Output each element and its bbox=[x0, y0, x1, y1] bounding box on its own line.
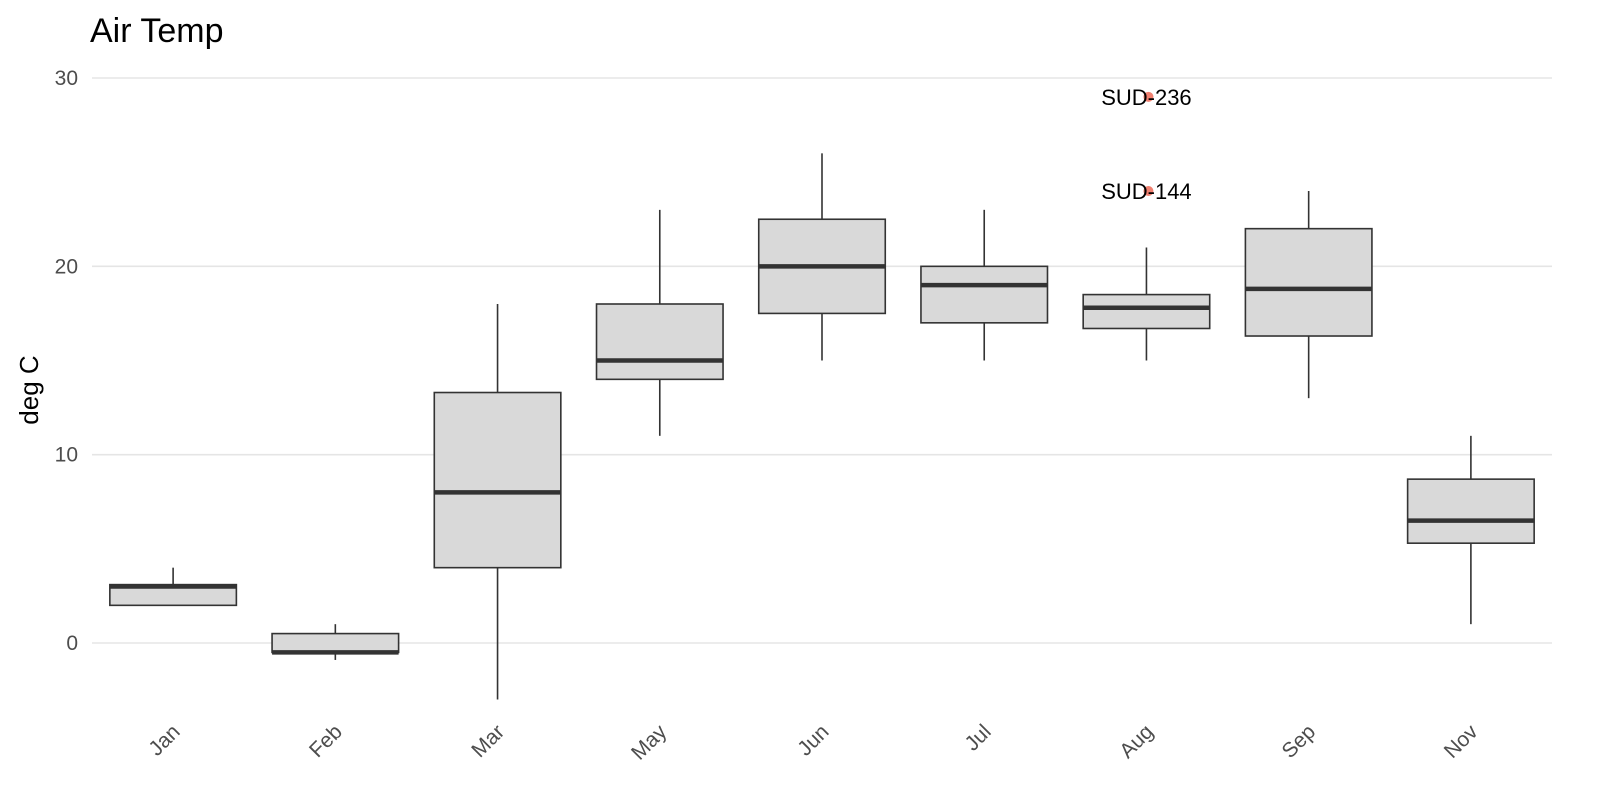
x-axis-ticks: Jan Feb Mar May Jun Jul Aug Sep Nov bbox=[144, 720, 1482, 765]
box-feb bbox=[271, 624, 400, 660]
box-body-aug bbox=[1082, 293, 1211, 330]
x-tick-label-mar: Mar bbox=[467, 720, 509, 762]
y-axis-ticks: 0 10 20 30 bbox=[55, 67, 78, 655]
box-jan bbox=[109, 567, 238, 607]
box-body-nov bbox=[1406, 478, 1535, 544]
box-jul bbox=[920, 209, 1049, 361]
box-mar bbox=[433, 304, 562, 700]
y-axis-label: deg C bbox=[14, 355, 44, 424]
x-tick-label-jan: Jan bbox=[144, 720, 184, 760]
x-tick-label-may: May bbox=[627, 720, 672, 765]
x-tick-label-aug: Aug bbox=[1115, 720, 1158, 763]
y-tick-label-30: 30 bbox=[55, 67, 78, 90]
y-tick-label-10: 10 bbox=[55, 444, 78, 467]
box-jun bbox=[757, 153, 887, 361]
chart-title: Air Temp bbox=[90, 12, 224, 50]
outlier-point-sud-144 bbox=[1143, 186, 1154, 196]
x-tick-label-jun: Jun bbox=[793, 720, 833, 760]
box-body-jul bbox=[920, 265, 1049, 324]
box-body-feb bbox=[271, 632, 400, 654]
outlier-point-sud-236 bbox=[1143, 91, 1154, 102]
y-tick-label-20: 20 bbox=[55, 255, 78, 278]
x-tick-label-nov: Nov bbox=[1440, 720, 1483, 763]
box-sep bbox=[1244, 191, 1373, 399]
box-body-mar bbox=[433, 391, 562, 569]
x-tick-label-jul: Jul bbox=[961, 720, 996, 755]
box-aug bbox=[1082, 247, 1211, 361]
box-may bbox=[595, 209, 724, 436]
x-tick-label-feb: Feb bbox=[305, 720, 347, 762]
box-nov bbox=[1406, 435, 1535, 625]
box-body-sep bbox=[1244, 227, 1373, 337]
outlier-label-sud-144: SUD-144 bbox=[1101, 179, 1191, 204]
outlier-layer: SUD-236 SUD-144 bbox=[1101, 85, 1191, 204]
x-tick-label-sep: Sep bbox=[1278, 720, 1321, 763]
outlier-label-sud-236: SUD-236 bbox=[1101, 85, 1191, 110]
box-body-may bbox=[595, 303, 724, 381]
y-tick-label-0: 0 bbox=[66, 632, 78, 655]
box-layer bbox=[109, 153, 1535, 700]
